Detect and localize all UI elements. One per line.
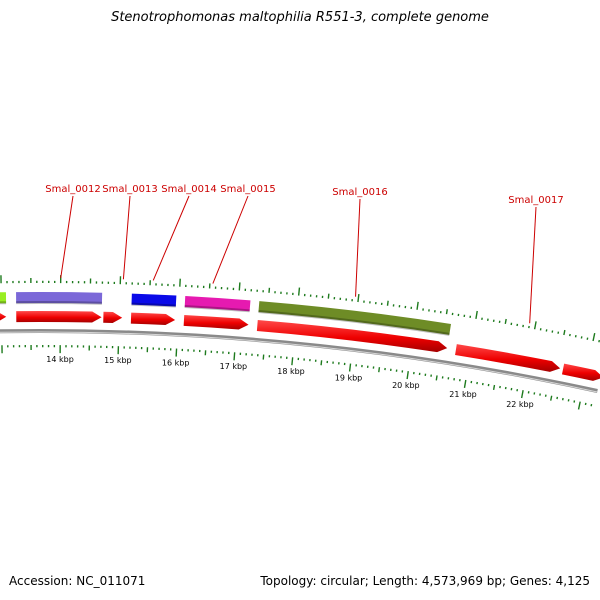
cds-arrow-smal_0016 xyxy=(256,320,448,353)
outer-tick xyxy=(592,333,596,342)
gene-label-smal_0017: Smal_0017 xyxy=(508,195,563,206)
scale-tick xyxy=(492,384,496,390)
backbone-group xyxy=(0,329,598,393)
outer-tick xyxy=(386,300,389,306)
outer-tick xyxy=(475,310,478,319)
scale-tick xyxy=(577,401,581,410)
outer-tick xyxy=(416,301,419,310)
scale-label: 19 kbp xyxy=(335,373,363,382)
genome-backbone-highlight xyxy=(0,331,598,393)
scale-tick xyxy=(233,352,236,361)
feature-bar-partial-shade xyxy=(0,301,7,305)
gene-leader-line xyxy=(152,195,190,281)
gene-label-smal_0013: Smal_0013 xyxy=(102,184,157,195)
scale-label: 18 kbp xyxy=(277,367,305,376)
scale-tick xyxy=(291,357,294,366)
scale-tick xyxy=(520,390,524,399)
cds-arrow-next xyxy=(561,363,600,381)
gene-leader-line xyxy=(60,195,74,279)
feature-bar-smal_0014-shade xyxy=(131,302,176,308)
outer-tick-marks xyxy=(0,275,600,343)
scale-tick xyxy=(550,395,553,401)
feature-bar-smal_0012-shade xyxy=(16,301,102,305)
scale-tick-marks xyxy=(1,345,593,410)
scale-tick xyxy=(406,371,409,380)
outer-tick xyxy=(327,293,330,299)
cds-arrow-smal_0012 xyxy=(16,310,102,323)
gene-label-smal_0016: Smal_0016 xyxy=(332,187,387,198)
cds-arrow-partial xyxy=(0,313,7,321)
cds-arrow-smal_0013 xyxy=(103,311,123,324)
gene-label-smal_0014: Smal_0014 xyxy=(161,184,216,195)
gene-leader-line xyxy=(122,195,131,280)
feature-bar-smal_0016 xyxy=(258,301,451,335)
outer-tick xyxy=(504,318,507,325)
scale-label: 15 kbp xyxy=(104,356,132,365)
feature-bar-smal_0016-shade xyxy=(258,310,450,336)
feature-bar-smal_0015 xyxy=(184,295,251,312)
outer-tick xyxy=(238,282,241,291)
gene-labels: Smal_0012 Smal_0013 Smal_0014 Smal_0015 Smal… xyxy=(45,184,564,324)
feature-bars xyxy=(0,292,451,336)
scale-tick xyxy=(320,360,323,366)
map-title: Stenotrophomonas maltophilia R551-3, com… xyxy=(111,10,489,25)
cds-arrow-smal_0017 xyxy=(455,344,561,372)
scale-label: 14 kbp xyxy=(46,355,74,364)
cds-arrow-smal_0015 xyxy=(183,314,249,330)
outer-tick xyxy=(445,309,448,315)
scale-label: 21 kbp xyxy=(449,390,477,399)
gene-leader-line xyxy=(355,198,361,297)
scale-label: 22 kbp xyxy=(506,400,534,409)
cds-arrow-smal_0014 xyxy=(130,312,176,325)
feature-bar-smal_0014 xyxy=(131,293,177,307)
feature-bar-partial xyxy=(0,292,7,304)
scale-tick xyxy=(378,367,381,373)
gene-leader-line xyxy=(529,206,537,324)
scale-labels: 14 kbp 15 kbp 16 kbp 17 kbp 18 kbp 19 kbp 20 k… xyxy=(46,355,533,409)
accession-text: Accession: NC_011071 xyxy=(9,574,146,588)
genome-summary-text: Topology: circular; Length: 4,573,969 bp… xyxy=(260,574,590,588)
feature-bar-smal_0015-shade xyxy=(184,304,250,313)
outer-tick xyxy=(297,287,301,296)
scale-tick xyxy=(435,375,438,381)
feature-bar-smal_0012 xyxy=(16,292,103,304)
scale-label: 16 kbp xyxy=(162,359,190,368)
gene-leader-line xyxy=(212,195,249,284)
gene-label-smal_0015: Smal_0015 xyxy=(220,184,275,195)
outer-tick xyxy=(563,329,566,336)
scale-tick xyxy=(348,363,352,372)
scale-label: 20 kbp xyxy=(392,381,420,390)
outer-tick xyxy=(357,293,360,303)
genome-backbone xyxy=(0,329,598,393)
scale-label: 17 kbp xyxy=(220,362,248,371)
scale-tick xyxy=(463,379,467,389)
outer-tick xyxy=(533,321,537,330)
cds-arrows xyxy=(0,310,600,381)
gene-label-smal_0012: Smal_0012 xyxy=(45,184,100,195)
